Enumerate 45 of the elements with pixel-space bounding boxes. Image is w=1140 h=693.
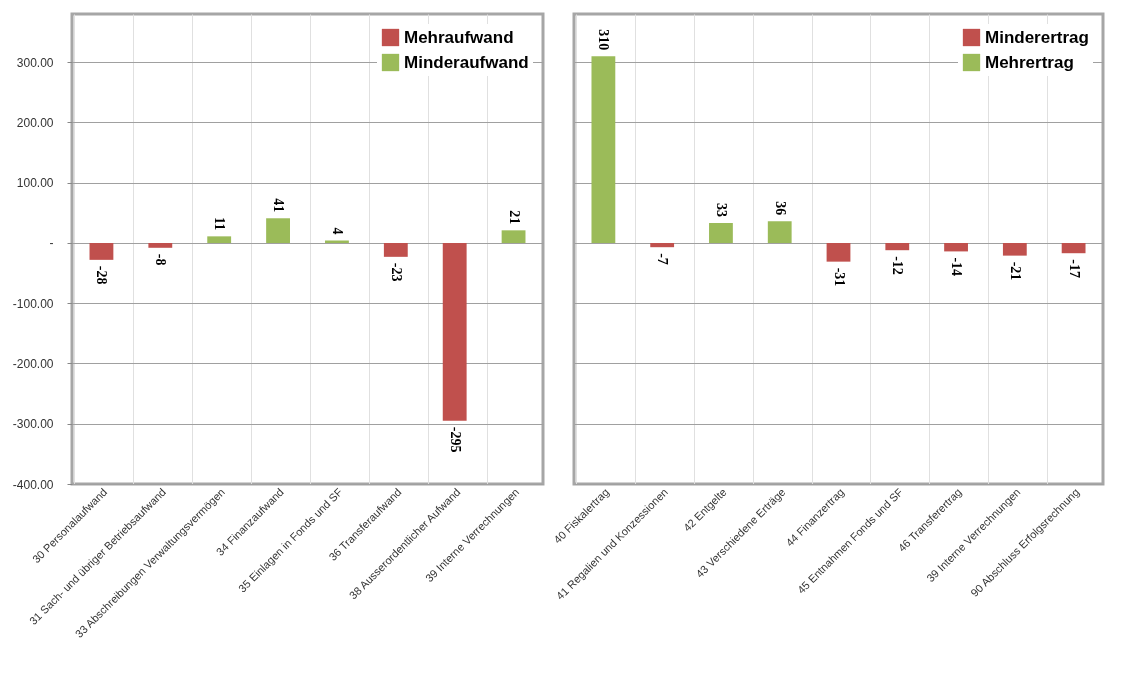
bar (383, 242, 408, 257)
bar (442, 242, 467, 421)
bar (650, 242, 675, 248)
bar (591, 56, 616, 243)
y-tick-label: 300.00 (16, 55, 54, 70)
y-tick-label: 200.00 (16, 115, 54, 130)
legend-label: Mehraufwand (404, 27, 514, 47)
legend-label: Minderaufwand (404, 52, 529, 72)
data-label: -21 (1007, 261, 1023, 281)
bar (1002, 242, 1027, 256)
data-label: -23 (388, 262, 404, 282)
bar (826, 242, 851, 262)
data-label: 21 (506, 210, 522, 225)
y-tick-label: - (49, 236, 54, 251)
y-tick-label: 100.00 (16, 176, 54, 191)
data-label: 310 (596, 29, 612, 51)
data-label: 4 (329, 227, 345, 235)
data-label: -17 (1066, 259, 1082, 278)
y-tick-label: -100.00 (12, 296, 54, 311)
data-label: 36 (772, 201, 788, 216)
data-label: -28 (94, 265, 110, 285)
data-label: -14 (949, 257, 965, 277)
bar (148, 242, 173, 248)
y-tick-label: -300.00 (12, 417, 54, 432)
bar (709, 223, 733, 243)
bar (207, 236, 232, 243)
data-label: 41 (271, 198, 287, 213)
data-label: -295 (447, 426, 463, 453)
bar (767, 221, 792, 243)
data-label: -31 (831, 267, 847, 287)
bar (944, 242, 968, 252)
y-tick-label: -200.00 (12, 356, 54, 371)
bar (266, 218, 290, 243)
data-label: 33 (713, 203, 729, 218)
y-tick-label: -400.00 (12, 477, 54, 492)
data-label: -8 (153, 253, 169, 266)
data-label: -12 (890, 256, 906, 275)
bar (885, 242, 910, 251)
bar (1061, 242, 1086, 254)
data-label: -7 (655, 253, 671, 265)
legend-label: Minderertrag (985, 27, 1089, 47)
data-label: 11 (212, 217, 228, 231)
bar (89, 242, 114, 260)
bar (501, 230, 526, 243)
legend-label: Mehrertrag (985, 52, 1074, 72)
